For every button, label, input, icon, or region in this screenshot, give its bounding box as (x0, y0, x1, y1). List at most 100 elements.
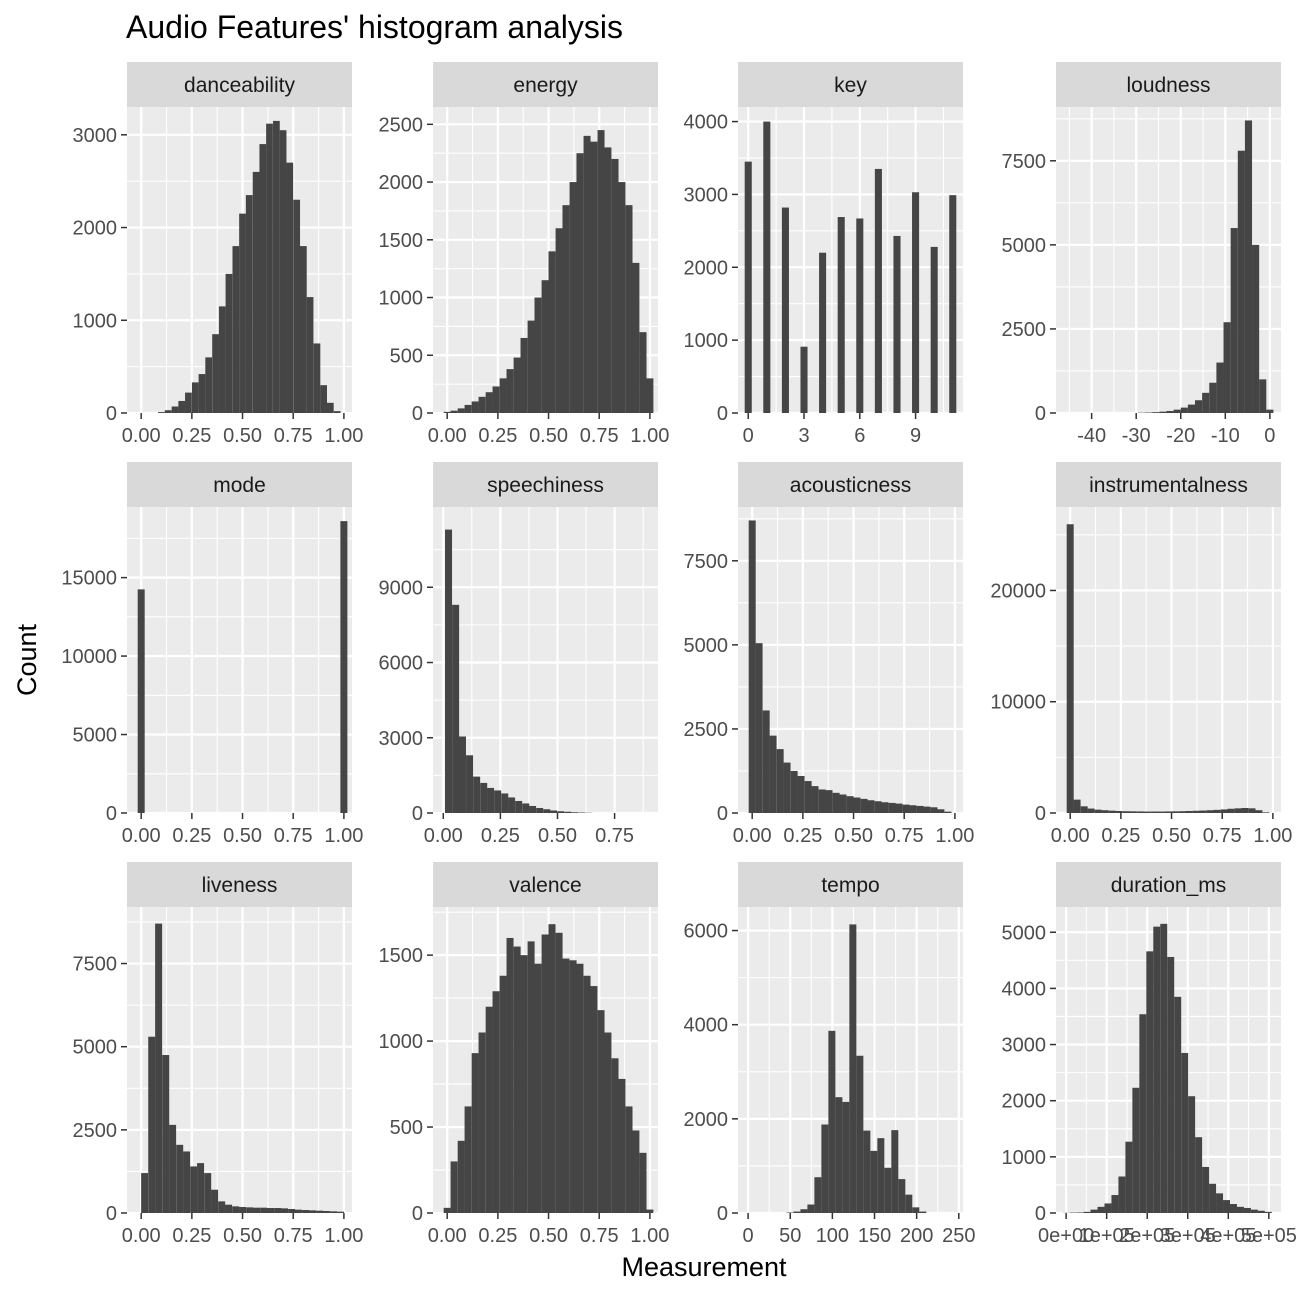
facet-acousticness-bar (902, 804, 910, 813)
facet-loudness-y-tick-label: 5000 (1002, 235, 1047, 257)
facet-liveness-y-tick-label: 5000 (73, 1037, 118, 1059)
facet-loudness-bar (1252, 244, 1260, 413)
facet-liveness-bar (322, 1211, 330, 1213)
facet-liveness-x-tick-label: 1.00 (324, 1225, 363, 1247)
facet-duration-ms-bar (1250, 1209, 1258, 1213)
facet-mode-x-tick-label: 1.00 (324, 825, 363, 847)
facet-danceability-bar (279, 130, 287, 413)
facet-speechiness-bar (452, 604, 460, 813)
facet-danceability-bar (333, 411, 341, 413)
facet-valence-strip-label: valence (509, 874, 581, 897)
facet-tempo-bar (856, 1055, 864, 1213)
facet-speechiness-y-tick-label: 3000 (379, 728, 424, 750)
facet-duration-ms-bar (1243, 1207, 1251, 1213)
facet-duration-ms-bar (1090, 1209, 1098, 1213)
facet-mode-y-tick-label: 0 (106, 803, 117, 825)
facet-acousticness-bar (867, 800, 875, 813)
facet-energy-y-tick-label: 2000 (379, 172, 424, 194)
facet-liveness-bar (330, 1211, 338, 1213)
facet-duration-ms-bar (1264, 1211, 1272, 1213)
facet-instrumentalness-bar (1164, 811, 1172, 813)
facet-loudness-x-tick-label: 0 (1264, 425, 1275, 447)
facet-valence-bar (464, 1106, 472, 1213)
facet-valence-x-tick-label: 1.00 (630, 1225, 669, 1247)
facet-valence-bar (576, 963, 584, 1213)
facet-loudness-bar (1202, 392, 1210, 413)
facet-valence-bar (548, 924, 556, 1213)
facet-speechiness-x-tick-label: 0.25 (481, 825, 520, 847)
facet-tempo-bar (891, 1130, 899, 1213)
facet-valence-bar (478, 1032, 486, 1213)
facet-valence-y-tick-label: 1000 (379, 1031, 424, 1053)
facet-instrumentalness-strip (1056, 462, 1281, 507)
facet-acousticness-bar (776, 749, 784, 813)
facet-loudness-bar (1230, 228, 1238, 413)
facet-energy-x-tick-label: 0.00 (428, 425, 467, 447)
facet-instrumentalness-bar (1241, 807, 1249, 813)
facet-liveness-bar (141, 1173, 149, 1213)
facet-instrumentalness-bar (1199, 810, 1207, 813)
facet-instrumentalness-bar (1171, 811, 1179, 813)
facet-energy-bar (576, 153, 584, 413)
facet-speechiness-bar (487, 787, 495, 813)
facet-tempo-bar (849, 924, 857, 1213)
facet-tempo-bar (842, 1101, 850, 1213)
facet-instrumentalness-bar (1157, 811, 1165, 813)
facet-acousticness-bar (895, 803, 903, 813)
facet-key-y-tick-label: 2000 (684, 257, 729, 279)
facet-mode-y-tick-label: 15000 (61, 568, 117, 590)
facet-valence-bar (639, 1152, 647, 1213)
facet-acousticness-bar (916, 805, 924, 813)
facet-tempo-bar (814, 1177, 822, 1213)
facet-tempo-x-tick-label: 200 (900, 1225, 933, 1247)
facet-acousticness-y-tick-label: 2500 (684, 719, 729, 741)
facet-mode-y-tick-label: 10000 (61, 646, 117, 668)
facet-duration-ms-bar (1111, 1195, 1119, 1213)
facet-valence-bar (534, 963, 542, 1213)
facet-loudness-x-tick-label: -40 (1077, 425, 1106, 447)
facet-speechiness-bar (550, 810, 558, 813)
facet-duration-ms-strip (1056, 862, 1281, 907)
facet-acousticness-bar (930, 807, 938, 813)
facet-valence-bar (527, 941, 535, 1213)
facet-liveness-bar (232, 1206, 240, 1213)
facet-energy-bar (520, 337, 528, 413)
facet-liveness-x-tick-label: 0.75 (274, 1225, 313, 1247)
facet-instrumentalness-bar (1136, 811, 1144, 813)
facet-danceability-bar (171, 406, 179, 413)
facet-acousticness-bar (762, 710, 770, 813)
facet-liveness-bar (267, 1208, 275, 1213)
facet-instrumentalness-bar (1122, 811, 1130, 813)
facet-key-bar (781, 207, 789, 413)
facet-energy-strip (433, 62, 658, 107)
facet-duration-ms-bar (1104, 1203, 1112, 1213)
facet-duration-ms-bar (1202, 1166, 1210, 1213)
facet-key-bar (874, 168, 882, 413)
facet-valence-bar (611, 1058, 619, 1213)
facet-acousticness-y-tick-label: 7500 (684, 551, 729, 573)
facet-tempo-bar (828, 1030, 836, 1213)
facet-liveness-strip-label: liveness (202, 874, 278, 897)
facet-tempo-strip-label: tempo (821, 874, 879, 897)
facet-instrumentalness-bar (1262, 812, 1270, 813)
facet-acousticness-bar (797, 776, 805, 813)
facet-liveness-bar (294, 1209, 302, 1213)
facet-acousticness-bar (755, 643, 763, 813)
facet-danceability-bar (225, 273, 233, 413)
facet-acousticness-y-tick-label: 0 (717, 803, 728, 825)
facet-valence-bar (604, 1032, 612, 1213)
facet-tempo-bar (919, 1211, 927, 1213)
facet-danceability-bar (205, 357, 213, 413)
facet-instrumentalness-bar (1213, 809, 1221, 813)
facet-duration-ms-x-tick-label: 0e+00 (1038, 1225, 1094, 1247)
facet-liveness-bar (239, 1207, 247, 1213)
facet-valence-bar (450, 1161, 458, 1213)
facet-valence-x-tick-label: 0.25 (478, 1225, 517, 1247)
facet-danceability-x-tick-label: 0.00 (122, 425, 161, 447)
facet-energy-bar (611, 158, 619, 413)
facet-energy-x-tick-label: 0.25 (478, 425, 517, 447)
facet-loudness-bar (1237, 150, 1245, 413)
facet-duration-ms-y-tick-label: 5000 (1002, 922, 1047, 944)
facet-duration-ms-x-tick-label: 3e+05 (1160, 1225, 1216, 1247)
facet-instrumentalness-bar (1094, 809, 1102, 813)
